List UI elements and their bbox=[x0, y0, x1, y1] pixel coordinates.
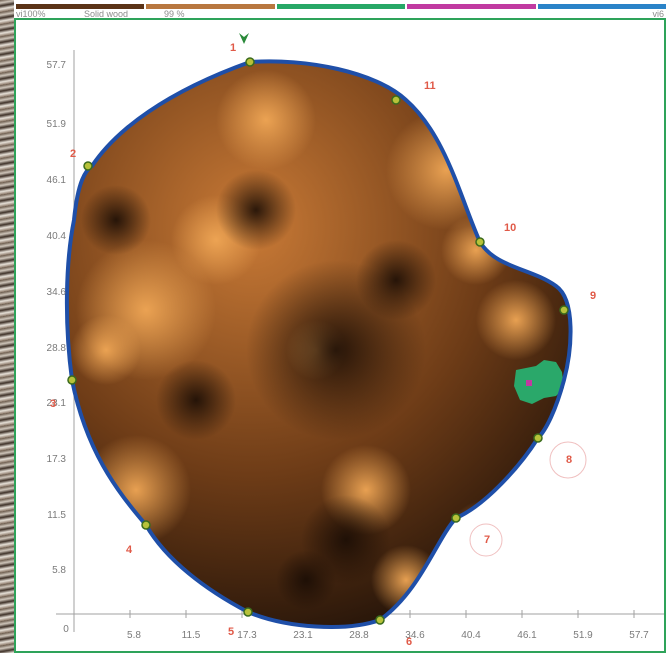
y-tick-label: 28.8 bbox=[46, 343, 66, 354]
legend-swatch-light-brown bbox=[146, 4, 275, 9]
legend-swatch-green bbox=[276, 4, 406, 9]
legend-color-swatches bbox=[16, 4, 666, 9]
color-legend-bar: vi100% Solid wood 99 % vi6 bbox=[14, 0, 666, 19]
legend-swatch-blue bbox=[537, 4, 666, 9]
x-tick-label: 28.8 bbox=[349, 630, 369, 641]
tomogram-plot-panel[interactable]: 57.7 51.9 46.1 40.4 34.6 28.8 23.1 17.3 … bbox=[14, 18, 666, 653]
sensor-point[interactable] bbox=[391, 95, 401, 105]
y-tick-label: 57.7 bbox=[46, 60, 66, 71]
sensor-label-11: 11 bbox=[424, 80, 436, 92]
legend-left-label: vi100% bbox=[16, 9, 46, 19]
legend-right-label: vi6 bbox=[652, 9, 664, 19]
y-tick-label: 23.1 bbox=[46, 398, 66, 409]
x-tick-label: 5.8 bbox=[127, 630, 141, 641]
anomaly-green-patch[interactable] bbox=[514, 360, 564, 404]
tree-bark-photo-strip bbox=[0, 0, 14, 653]
x-tick-label: 34.6 bbox=[405, 630, 425, 641]
y-tick-label: 51.9 bbox=[46, 119, 66, 130]
x-tick-label: 51.9 bbox=[573, 630, 593, 641]
legend-percent-label: 99 % bbox=[164, 9, 185, 19]
tomogram-canvas[interactable] bbox=[16, 20, 664, 651]
sensor-label-9: 9 bbox=[590, 290, 597, 302]
sensor-label-10: 10 bbox=[504, 222, 517, 234]
sensor-point[interactable] bbox=[533, 433, 543, 443]
start-marker-arrow-icon bbox=[239, 33, 249, 44]
sensor-point[interactable] bbox=[243, 607, 253, 617]
sensor-label-3: 3 bbox=[50, 398, 57, 410]
y-tick-label: 17.3 bbox=[46, 454, 66, 465]
x-tick-label: 46.1 bbox=[517, 630, 537, 641]
sensor-label-7: 7 bbox=[484, 534, 491, 546]
sensor-point[interactable] bbox=[451, 513, 461, 523]
y-tick-label: 46.1 bbox=[46, 175, 66, 186]
legend-swatch-dark-brown bbox=[16, 4, 145, 9]
y-tick-label: 34.6 bbox=[46, 287, 66, 298]
sensor-label-2: 2 bbox=[70, 148, 77, 160]
sensor-label-8: 8 bbox=[566, 454, 573, 466]
sensor-point[interactable] bbox=[475, 237, 485, 247]
sensor-point[interactable] bbox=[141, 520, 151, 530]
y-tick-label: 11.5 bbox=[47, 510, 66, 521]
sensor-8-halo bbox=[469, 523, 503, 557]
anomaly-marker bbox=[526, 380, 532, 386]
x-tick-label: 17.3 bbox=[237, 630, 257, 641]
legend-material-label: Solid wood bbox=[84, 9, 129, 19]
sensor-label-1: 1 bbox=[230, 42, 237, 54]
legend-swatch-magenta bbox=[407, 4, 536, 9]
trunk-interior bbox=[66, 61, 571, 627]
sensor-label-6: 6 bbox=[406, 636, 413, 648]
sensor-label-4: 4 bbox=[126, 544, 133, 556]
y-tick-label: 5.8 bbox=[52, 565, 66, 576]
sensor-point[interactable] bbox=[67, 375, 77, 385]
x-tick-label: 11.5 bbox=[181, 630, 201, 641]
sensor-point[interactable] bbox=[245, 57, 255, 67]
sensor-9-halo bbox=[549, 441, 587, 479]
sensor-point[interactable] bbox=[83, 161, 93, 171]
x-tick-label: 23.1 bbox=[293, 630, 313, 641]
y-tick-label: 40.4 bbox=[46, 231, 66, 242]
x-tick-label: 0 bbox=[63, 624, 69, 635]
sensor-point[interactable] bbox=[375, 615, 385, 625]
sensor-label-5: 5 bbox=[228, 626, 235, 638]
x-tick-label: 57.7 bbox=[629, 630, 649, 641]
x-tick-label: 40.4 bbox=[461, 630, 481, 641]
sensor-point[interactable] bbox=[559, 305, 569, 315]
